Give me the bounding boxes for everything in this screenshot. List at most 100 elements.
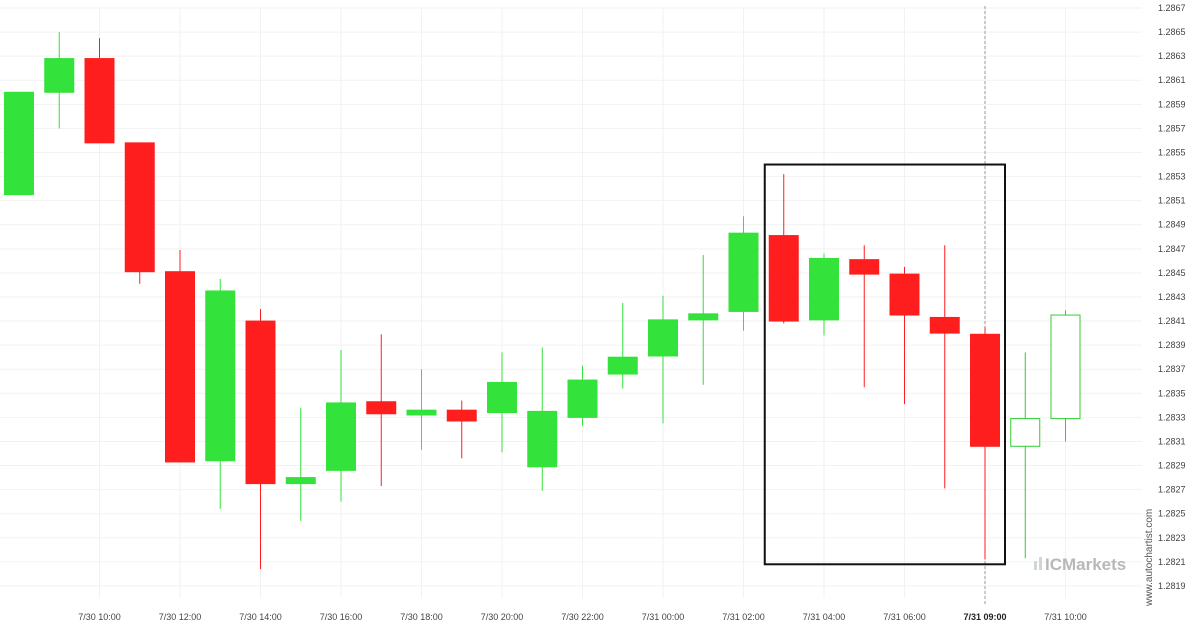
brand-text: ICMarkets: [1045, 555, 1126, 574]
y-tick-label: 1.2837: [1158, 364, 1186, 374]
brand-name: Markets: [1062, 555, 1126, 574]
candle-body: [406, 409, 437, 416]
candle: [889, 266, 920, 405]
x-tick-label: 7/30 12:00: [159, 612, 202, 622]
candle-body: [165, 271, 195, 463]
y-axis: 1.2819 1.2821 1.2823 1.2825 1.2827 1.2829 1.28…: [1158, 3, 1186, 591]
x-tick-label: 7/30 14:00: [239, 612, 282, 622]
y-tick-label: 1.2859: [1158, 99, 1186, 109]
candle: [728, 216, 759, 331]
candle: [285, 407, 316, 521]
candle: [1010, 352, 1041, 559]
y-tick-label: 1.2823: [1158, 533, 1186, 543]
brand-bar-2: [1039, 557, 1042, 570]
candle: [970, 327, 1000, 560]
y-tick-label: 1.2835: [1158, 388, 1186, 398]
x-tick-label: 7/31 04:00: [803, 612, 846, 622]
candle-body: [446, 409, 477, 422]
candle: [809, 253, 839, 336]
candle-body: [285, 477, 316, 485]
candle: [4, 91, 34, 196]
candle: [205, 278, 236, 509]
y-tick-label: 1.2825: [1158, 509, 1186, 519]
y-tick-label: 1.2851: [1158, 196, 1186, 206]
candle-body: [44, 58, 75, 93]
y-tick-label: 1.2839: [1158, 340, 1186, 350]
y-tick-label: 1.2867: [1158, 3, 1186, 13]
candle: [326, 349, 356, 502]
candle-body: [205, 290, 236, 462]
y-tick-label: 1.2861: [1158, 75, 1186, 85]
x-tick-label: 7/31 02:00: [722, 612, 765, 622]
candle: [487, 352, 517, 453]
candle-body: [366, 401, 397, 415]
candle-body: [809, 257, 839, 321]
candle-body: [567, 379, 598, 418]
candle: [929, 245, 960, 489]
y-tick-label: 1.2855: [1158, 147, 1186, 157]
x-tick-label: 7/30 16:00: [320, 612, 363, 622]
watermark-text: www.autochartist.com: [1144, 509, 1155, 607]
candle: [44, 32, 75, 129]
brand-bar-1: [1034, 561, 1037, 570]
candle: [688, 254, 719, 385]
candle: [124, 142, 155, 284]
candle-body: [648, 319, 678, 357]
candle-body: [527, 410, 558, 468]
y-tick-label: 1.2845: [1158, 268, 1186, 278]
candle: [245, 309, 276, 570]
y-tick-label: 1.2833: [1158, 412, 1186, 422]
candle-body: [728, 232, 759, 312]
candle-body: [1050, 314, 1081, 420]
candle: [165, 250, 195, 463]
y-tick-label: 1.2847: [1158, 244, 1186, 254]
candle-body: [326, 402, 356, 471]
y-tick-label: 1.2821: [1158, 557, 1186, 567]
pattern-box-layer: [763, 163, 1006, 566]
x-tick-label: 7/31 10:00: [1044, 612, 1087, 622]
candle-body: [889, 273, 920, 316]
candle: [648, 295, 678, 424]
x-tick-label: 7/30 20:00: [481, 612, 524, 622]
y-tick-label: 1.2849: [1158, 220, 1186, 230]
candle-body: [487, 381, 517, 414]
candle-body: [1010, 418, 1041, 447]
y-tick-label: 1.2819: [1158, 581, 1186, 591]
candle-body: [245, 320, 276, 485]
candle: [768, 174, 799, 324]
y-tick-label: 1.2829: [1158, 461, 1186, 471]
candle: [446, 400, 477, 459]
pattern-box: [763, 163, 1006, 566]
candle-body: [84, 58, 115, 144]
candle-body: [849, 259, 880, 275]
candle-body: [124, 142, 155, 273]
x-tick-label: 7/31 00:00: [642, 612, 685, 622]
candle: [607, 303, 638, 389]
y-tick-label: 1.2863: [1158, 51, 1186, 61]
candle-body: [768, 235, 799, 322]
candle: [567, 365, 598, 426]
y-tick-label: 1.2841: [1158, 316, 1186, 326]
y-tick-label: 1.2865: [1158, 27, 1186, 37]
y-tick-label: 1.2831: [1158, 436, 1186, 446]
x-tick-label: 7/30 10:00: [78, 612, 121, 622]
y-tick-label: 1.2853: [1158, 172, 1186, 182]
y-tick-label: 1.2857: [1158, 123, 1186, 133]
x-tick-label: 7/31 09:00: [963, 612, 1006, 622]
candle-body: [4, 91, 34, 196]
x-axis: 7/30 10:00 7/30 12:00 7/30 14:00 7/30 16:00…: [78, 612, 1087, 622]
candle: [84, 38, 115, 144]
candle: [1050, 310, 1081, 442]
x-tick-label: 7/30 22:00: [561, 612, 604, 622]
candle: [366, 334, 397, 487]
candle: [527, 347, 558, 491]
candle-layer: [4, 32, 1081, 570]
candle-body: [688, 313, 719, 321]
candle: [406, 369, 437, 450]
candle: [849, 245, 880, 388]
y-tick-label: 1.2827: [1158, 485, 1186, 495]
x-tick-label: 7/31 06:00: [883, 612, 926, 622]
y-tick-label: 1.2843: [1158, 292, 1186, 302]
